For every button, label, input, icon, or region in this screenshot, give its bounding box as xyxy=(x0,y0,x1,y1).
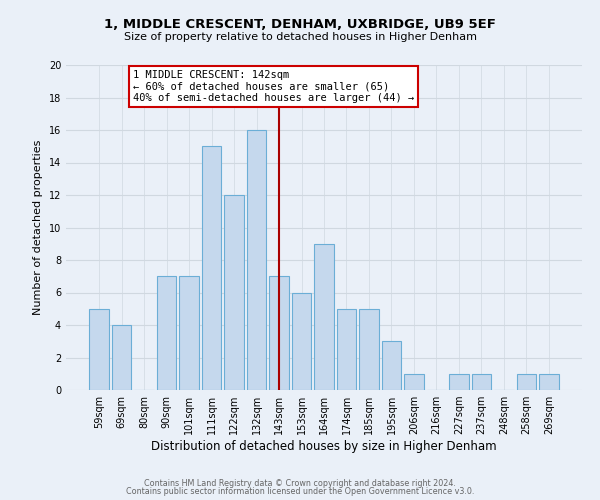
Bar xyxy=(382,341,401,390)
X-axis label: Distribution of detached houses by size in Higher Denham: Distribution of detached houses by size … xyxy=(151,440,497,453)
Bar xyxy=(359,308,379,390)
Bar xyxy=(314,244,334,390)
Text: Contains HM Land Registry data © Crown copyright and database right 2024.: Contains HM Land Registry data © Crown c… xyxy=(144,478,456,488)
Bar xyxy=(404,374,424,390)
Bar xyxy=(539,374,559,390)
Text: 1, MIDDLE CRESCENT, DENHAM, UXBRIDGE, UB9 5EF: 1, MIDDLE CRESCENT, DENHAM, UXBRIDGE, UB… xyxy=(104,18,496,30)
Text: Contains public sector information licensed under the Open Government Licence v3: Contains public sector information licen… xyxy=(126,487,474,496)
Text: 1 MIDDLE CRESCENT: 142sqm
← 60% of detached houses are smaller (65)
40% of semi-: 1 MIDDLE CRESCENT: 142sqm ← 60% of detac… xyxy=(133,70,414,103)
Bar xyxy=(247,130,266,390)
Bar xyxy=(202,146,221,390)
Bar xyxy=(179,276,199,390)
Bar xyxy=(337,308,356,390)
Bar xyxy=(89,308,109,390)
Text: Size of property relative to detached houses in Higher Denham: Size of property relative to detached ho… xyxy=(124,32,476,42)
Bar xyxy=(224,195,244,390)
Bar xyxy=(292,292,311,390)
Bar xyxy=(517,374,536,390)
Bar xyxy=(472,374,491,390)
Bar xyxy=(449,374,469,390)
Bar xyxy=(157,276,176,390)
Bar xyxy=(112,325,131,390)
Y-axis label: Number of detached properties: Number of detached properties xyxy=(33,140,43,315)
Bar xyxy=(269,276,289,390)
